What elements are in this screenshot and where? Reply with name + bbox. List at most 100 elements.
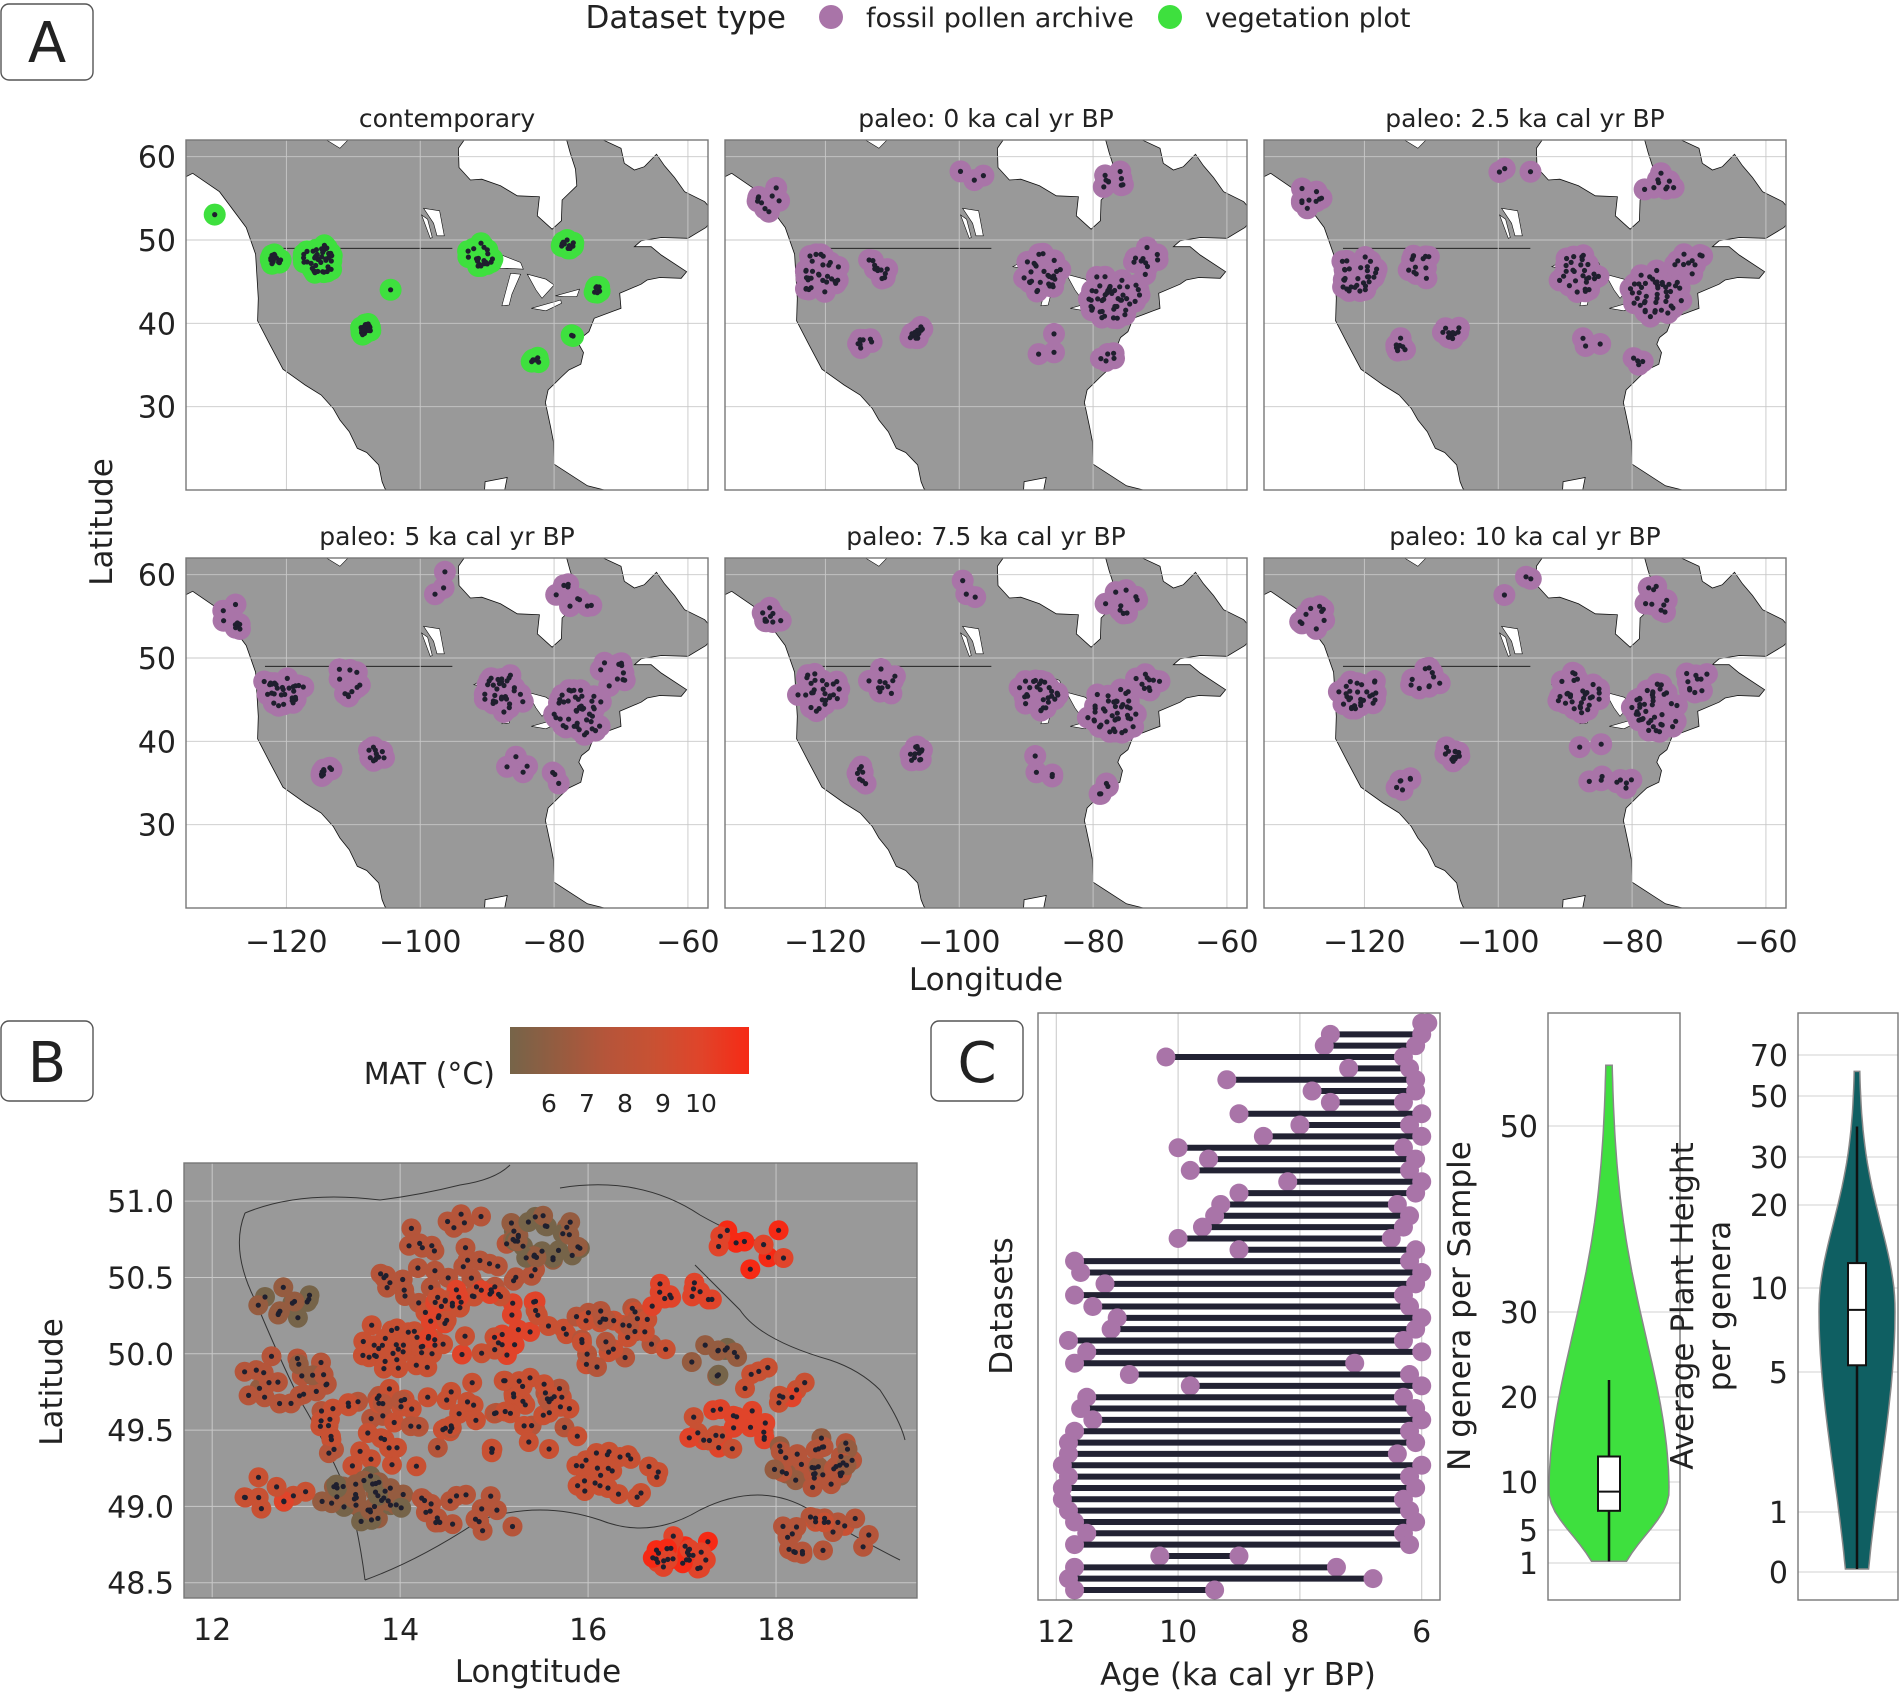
site-point xyxy=(1580,335,1586,341)
site-point xyxy=(584,603,591,609)
plot-point xyxy=(423,1509,429,1515)
plot-point xyxy=(661,1558,667,1564)
plot-point xyxy=(340,1483,346,1490)
site-point xyxy=(1595,273,1601,279)
plot-point xyxy=(301,1391,307,1397)
plot-point xyxy=(353,1502,359,1508)
site-point xyxy=(1649,601,1655,607)
b-tick-labels: 12 14 16 18 48.5 49.0 49.5 50.0 50.5 51.0 xyxy=(107,1185,795,1648)
site-point xyxy=(563,724,569,731)
c-ages-y-label: Datasets xyxy=(984,1237,1020,1375)
plot-point xyxy=(387,1280,393,1286)
site-point xyxy=(816,271,822,277)
x-tick-label: 10 xyxy=(1159,1615,1197,1650)
x-tick-label: 6 xyxy=(1412,1615,1431,1650)
site-point xyxy=(1105,698,1111,704)
site-point xyxy=(1025,693,1031,699)
plot-point xyxy=(655,1469,661,1475)
site-point xyxy=(478,240,484,246)
site-point xyxy=(560,239,566,245)
site-point xyxy=(1422,253,1429,259)
site-point xyxy=(1654,282,1661,288)
plot-point xyxy=(492,1284,498,1290)
site-point xyxy=(1650,694,1656,700)
plot-point xyxy=(382,1488,388,1494)
map-frame xyxy=(185,139,709,491)
site-point xyxy=(1631,355,1637,361)
plot-point xyxy=(371,1503,378,1510)
plot-point xyxy=(318,1408,325,1414)
site-point xyxy=(822,289,828,295)
plot-point xyxy=(502,1408,508,1415)
plot-point xyxy=(395,1365,401,1371)
site-point xyxy=(1450,335,1456,342)
site-point xyxy=(1118,603,1124,609)
plot-point xyxy=(368,1416,374,1422)
site-point xyxy=(1663,298,1669,304)
lake xyxy=(1403,558,1427,567)
a-x-axis-label: Longitude xyxy=(909,962,1063,998)
plot-point xyxy=(575,1244,581,1250)
site-point xyxy=(1393,342,1399,348)
plot-point xyxy=(508,1220,514,1226)
panel-b: B MAT (°C) 6 7 8 9 10 12 14 16 18 48.5 49.0 49.5 50… xyxy=(0,1020,918,1690)
site-point xyxy=(1124,284,1130,290)
site-point xyxy=(1366,279,1372,285)
site-point xyxy=(1362,254,1368,260)
plot-point xyxy=(440,1341,446,1347)
site-point xyxy=(1043,705,1049,711)
site-point xyxy=(601,660,608,666)
site-point xyxy=(1035,287,1041,294)
age-range-start xyxy=(1180,1160,1200,1180)
plot-point xyxy=(465,1257,471,1263)
site-point xyxy=(498,696,505,702)
site-point xyxy=(1643,293,1649,299)
plot-point xyxy=(820,1472,826,1478)
plot-point xyxy=(702,1342,708,1348)
plot-point xyxy=(366,1354,372,1360)
lake xyxy=(961,207,984,237)
plot-point xyxy=(556,1386,563,1392)
plot-point xyxy=(509,1312,515,1318)
site-point xyxy=(1651,714,1658,720)
site-point xyxy=(1628,777,1634,783)
plot-point xyxy=(386,1386,392,1392)
site-point xyxy=(1640,716,1646,722)
site-point xyxy=(281,701,287,707)
site-point xyxy=(1049,773,1055,780)
y-tick-label: 40 xyxy=(138,307,176,342)
site-point xyxy=(1089,288,1095,294)
site-point xyxy=(535,355,541,361)
site-point xyxy=(550,769,556,776)
site-point xyxy=(1656,180,1662,186)
plot-point xyxy=(402,1293,408,1299)
site-point xyxy=(1105,351,1111,357)
plot-point xyxy=(493,1410,499,1416)
plot-point xyxy=(811,1471,817,1477)
site-point xyxy=(274,685,280,691)
age-range-end xyxy=(1412,1410,1432,1430)
site-point xyxy=(1422,666,1428,672)
site-point xyxy=(1344,258,1350,264)
plot-point xyxy=(400,1276,406,1283)
plot-point xyxy=(783,1455,789,1461)
site-point xyxy=(963,591,969,597)
site-point xyxy=(866,678,872,684)
plot-point xyxy=(394,1325,400,1331)
site-point xyxy=(1646,585,1652,591)
plot-point xyxy=(444,1397,450,1403)
site-point xyxy=(1574,289,1580,295)
site-point xyxy=(1672,283,1679,289)
site-point xyxy=(579,693,585,699)
plot-point xyxy=(776,1400,782,1406)
plot-point xyxy=(583,1457,589,1463)
plot-point xyxy=(703,1557,709,1563)
site-point xyxy=(366,327,372,334)
colorbar-ticks: 6 7 8 9 10 xyxy=(541,1089,717,1118)
plot-point xyxy=(361,1477,367,1484)
age-range-start xyxy=(1229,1104,1249,1124)
site-point xyxy=(465,248,471,254)
site-point xyxy=(1046,273,1052,279)
site-point xyxy=(1437,680,1443,686)
plot-point xyxy=(544,1223,550,1229)
